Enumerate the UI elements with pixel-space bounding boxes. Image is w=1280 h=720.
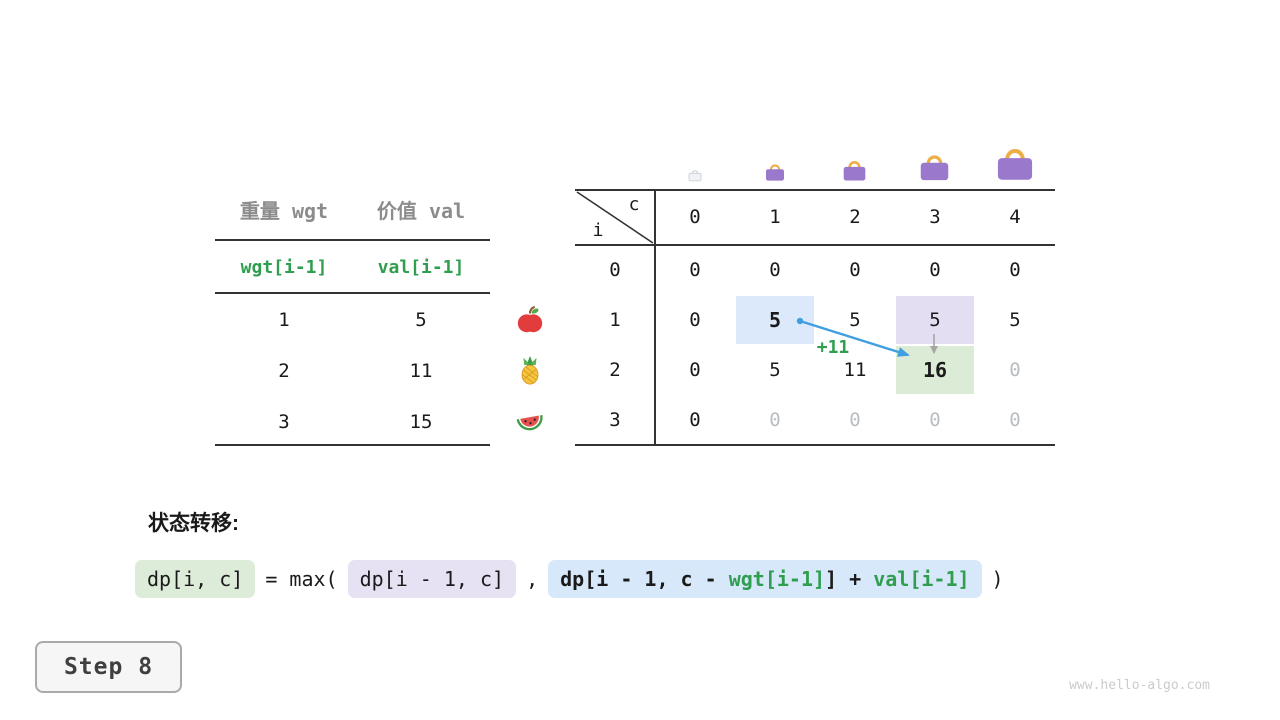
dp-corner-label-i: i <box>592 220 604 241</box>
formula-arg2-wgt: wgt[i-1] <box>728 567 826 591</box>
dp-col-header: 0 <box>689 206 701 228</box>
formula-close-paren: ) <box>991 567 1004 591</box>
site-watermark: www.hello-algo.com <box>1069 678 1210 693</box>
formula-lhs: dp[i, c] <box>135 560 256 598</box>
items-table-border-line <box>215 239 490 241</box>
dp-table-border-line <box>575 444 1055 446</box>
dp-cell: 0 <box>689 309 701 331</box>
bag-outline-icon <box>688 170 702 182</box>
dp-cell: 0 <box>1009 259 1021 281</box>
items-table-cell: 11 <box>409 360 433 382</box>
dp-cell: 0 <box>929 409 941 431</box>
dp-cell: 0 <box>769 409 781 431</box>
dp-col-header: 4 <box>1009 206 1021 228</box>
formula-operator: = max( <box>265 567 338 591</box>
dp-row-header: 0 <box>609 259 621 281</box>
items-table-cell: 2 <box>278 360 290 382</box>
handbag-icon-medium <box>843 161 866 181</box>
dp-col-header: 3 <box>929 206 941 228</box>
step-indicator: Step 8 <box>35 641 182 693</box>
handbag-icon-small <box>766 164 784 181</box>
apple-icon <box>517 305 543 333</box>
dp-cell: 0 <box>689 409 701 431</box>
dp-cell: 0 <box>929 259 941 281</box>
dp-cell: 0 <box>849 259 861 281</box>
formula-arg2-prefix: dp[i - 1, c - <box>560 567 729 591</box>
handbag-icon-large <box>920 155 949 181</box>
dp-cell: 0 <box>1009 359 1021 381</box>
items-table-border-line <box>215 292 490 294</box>
dp-cell: 0 <box>849 409 861 431</box>
dp-cell: 0 <box>769 259 781 281</box>
items-table-cell: 1 <box>278 309 290 331</box>
dp-cell: 5 <box>769 359 781 381</box>
dp-cell-source: 5 <box>768 308 782 332</box>
dp-cell-current: 16 <box>922 358 948 382</box>
dp-cell: 11 <box>843 359 867 381</box>
handbag-icon-xlarge <box>997 149 1033 180</box>
formula-comma: , <box>526 567 539 591</box>
dp-row-header: 1 <box>609 309 621 331</box>
watermelon-icon <box>516 414 543 431</box>
dp-corner-label-c: c <box>628 194 640 215</box>
dp-cell: 0 <box>689 359 701 381</box>
items-table-var-val: val[i-1] <box>377 257 465 278</box>
formula-arg2-mid: ] + <box>825 567 874 591</box>
cell-highlight-purple <box>896 296 974 344</box>
formula-arg2-val: val[i-1] <box>873 567 970 591</box>
dp-cell-inherit: 5 <box>929 309 941 331</box>
dp-row-header: 3 <box>609 409 621 431</box>
items-table-header-value: 价值 val <box>376 199 466 223</box>
items-table-cell: 15 <box>409 411 433 433</box>
dp-col-header: 2 <box>849 206 861 228</box>
state-transition-title: 状态转移: <box>148 512 239 535</box>
formula-arg2: dp[i - 1, c - wgt[i-1]] + val[i-1] <box>548 560 982 598</box>
items-table-cell: 5 <box>415 309 427 331</box>
dp-cell: 5 <box>1009 309 1021 331</box>
items-table-header-weight: 重量 wgt <box>239 199 329 223</box>
state-transition-formula: dp[i, c] = max( dp[i - 1, c] , dp[i - 1,… <box>135 560 1004 598</box>
transition-value-annotation: +11 <box>816 337 850 358</box>
dp-col-header: 1 <box>769 206 781 228</box>
dp-table-border-line <box>654 189 656 446</box>
dp-row-header: 2 <box>609 359 621 381</box>
dp-table-border-line <box>575 244 1055 246</box>
formula-arg1: dp[i - 1, c] <box>347 560 517 598</box>
dp-cell: 0 <box>689 259 701 281</box>
items-table-cell: 3 <box>278 411 290 433</box>
dp-cell: 0 <box>1009 409 1021 431</box>
items-table-border-line <box>215 444 490 446</box>
dp-table-border-line <box>575 189 1055 191</box>
pineapple-icon <box>521 355 539 385</box>
items-table-var-wgt: wgt[i-1] <box>240 257 328 278</box>
